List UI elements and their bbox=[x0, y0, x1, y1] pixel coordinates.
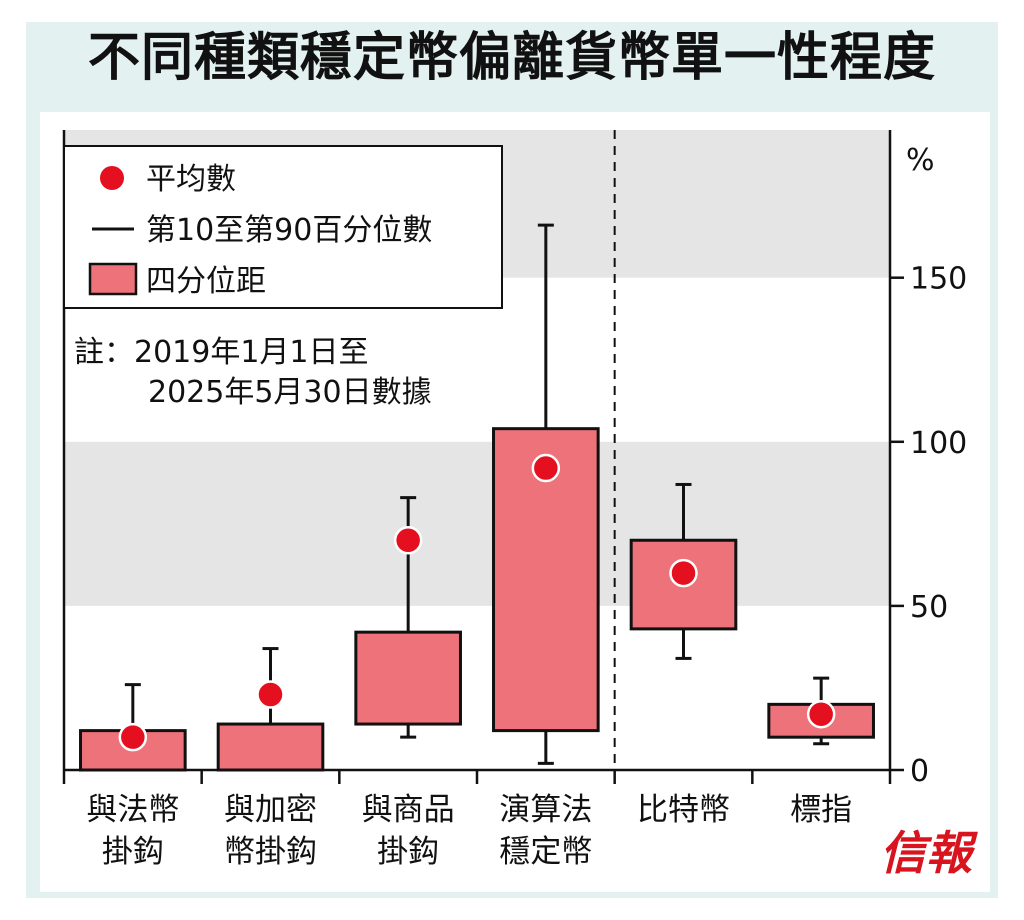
legend: 平均數 第10至第90百分位數 四分位距 bbox=[63, 145, 503, 309]
legend-mean-label: 平均數 bbox=[146, 162, 236, 197]
category-label-line: 掛鈎 bbox=[102, 834, 164, 870]
box-series bbox=[79, 223, 875, 772]
category-label-line: 掛鈎 bbox=[377, 834, 439, 870]
box-group-2 bbox=[354, 496, 462, 739]
mean-marker bbox=[806, 699, 836, 729]
mean-marker bbox=[669, 558, 698, 588]
category-label-5: 標指 bbox=[790, 792, 852, 828]
note-line-2: 2025年5月30日數據 bbox=[148, 375, 432, 410]
legend-iqr-label: 四分位距 bbox=[146, 264, 266, 299]
iqr-box bbox=[354, 630, 462, 726]
axes: 0 50 100 150% bbox=[62, 130, 967, 789]
y-unit-label: % bbox=[906, 143, 935, 178]
mean-marker bbox=[531, 453, 561, 483]
y-tick-label-50: 50 bbox=[910, 590, 948, 625]
box-group-3 bbox=[492, 223, 600, 765]
legend-range-label: 第10至第90百分位數 bbox=[146, 213, 432, 248]
y-tick-label-150: 150 bbox=[910, 262, 967, 297]
y-tick-label-100: 100 bbox=[910, 426, 967, 461]
category-label-line: 與商品 bbox=[362, 792, 455, 828]
chart-title: 不同種類穩定幣偏離貨幣單一性程度 bbox=[87, 28, 936, 88]
legend-mean-marker bbox=[100, 166, 124, 190]
category-label-line: 標指 bbox=[790, 792, 852, 828]
category-label-line: 穩定幣 bbox=[499, 834, 592, 870]
category-label-line: 比特幣 bbox=[637, 792, 730, 828]
box-group-5 bbox=[767, 676, 875, 746]
category-label-4: 比特幣 bbox=[637, 792, 730, 828]
category-label-line: 與法幣 bbox=[86, 792, 179, 828]
box-group-0 bbox=[79, 683, 187, 772]
box-group-4 bbox=[629, 482, 738, 660]
shaded-band-0 bbox=[64, 441, 890, 606]
legend-iqr-marker bbox=[88, 262, 138, 296]
box-group-1 bbox=[216, 647, 325, 772]
iqr-box bbox=[216, 722, 325, 772]
chart-panel: 0 50 100 150% 與法幣 掛鈎 與加密 幣掛鈎 與商品 掛鈎 演算法 穩定幣 比特幣 標指 平… bbox=[40, 112, 990, 892]
mean-marker bbox=[118, 722, 148, 752]
mean-marker bbox=[393, 526, 423, 555]
category-label-line: 演算法 bbox=[499, 792, 592, 828]
note-line-1: 註：2019年1月1日至 bbox=[74, 335, 369, 370]
brand-logo: 信報 bbox=[880, 826, 972, 880]
y-tick-label-0: 0 bbox=[910, 754, 929, 789]
category-label-line: 與加密 bbox=[224, 792, 317, 828]
mean-marker bbox=[256, 680, 285, 709]
category-label-line: 幣掛鈎 bbox=[224, 834, 317, 870]
